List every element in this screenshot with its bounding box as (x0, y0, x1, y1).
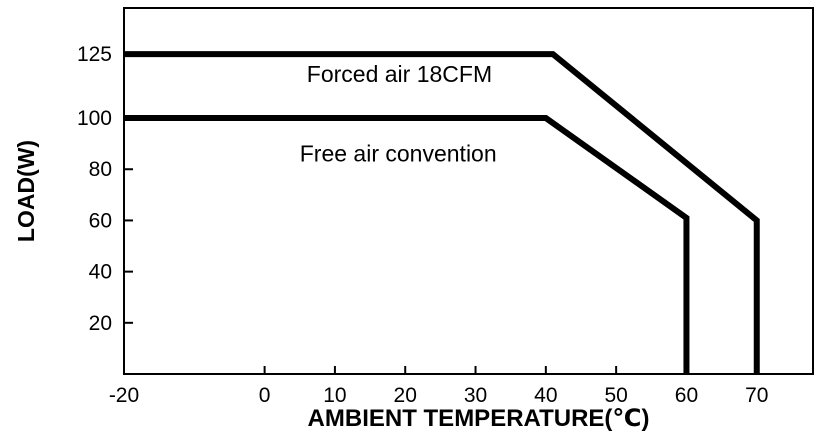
annotation-forced-air: Forced air 18CFM (307, 61, 492, 87)
x-tick-label: 60 (675, 384, 698, 407)
plot-frame (123, 7, 814, 375)
tick-labels: -20 0 10 20 30 40 50 60 70 20 40 60 80 100 125 (77, 43, 768, 407)
axes (123, 7, 814, 375)
series-line-free-air (124, 115, 690, 374)
series-line-forced-air (124, 51, 760, 374)
y-tick-label: 100 (77, 107, 112, 130)
x-tick-label: 30 (464, 384, 487, 407)
x-tick-label: 20 (394, 384, 417, 407)
x-tick-label: 70 (745, 384, 768, 407)
annotation-free-air: Free air convention (300, 141, 497, 167)
annotations: Forced air 18CFM Free air convention (300, 61, 497, 166)
x-tick-label: 50 (604, 384, 627, 407)
x-axis-label: AMBIENT TEMPERATURE(℃) (308, 405, 650, 432)
x-tick-label: 10 (323, 384, 346, 407)
y-tick-label: 40 (89, 261, 112, 284)
x-tick-label: 40 (534, 384, 557, 407)
y-axis-label: LOAD(W) (13, 140, 39, 242)
y-tick-label: 125 (77, 43, 112, 66)
x-tick-label: 0 (259, 384, 271, 407)
y-tick-label: 60 (89, 209, 112, 232)
series-lines (124, 51, 760, 374)
x-tick-label: -20 (109, 384, 139, 407)
y-tick-label: 20 (89, 312, 112, 335)
y-tick-label: 80 (89, 158, 112, 181)
